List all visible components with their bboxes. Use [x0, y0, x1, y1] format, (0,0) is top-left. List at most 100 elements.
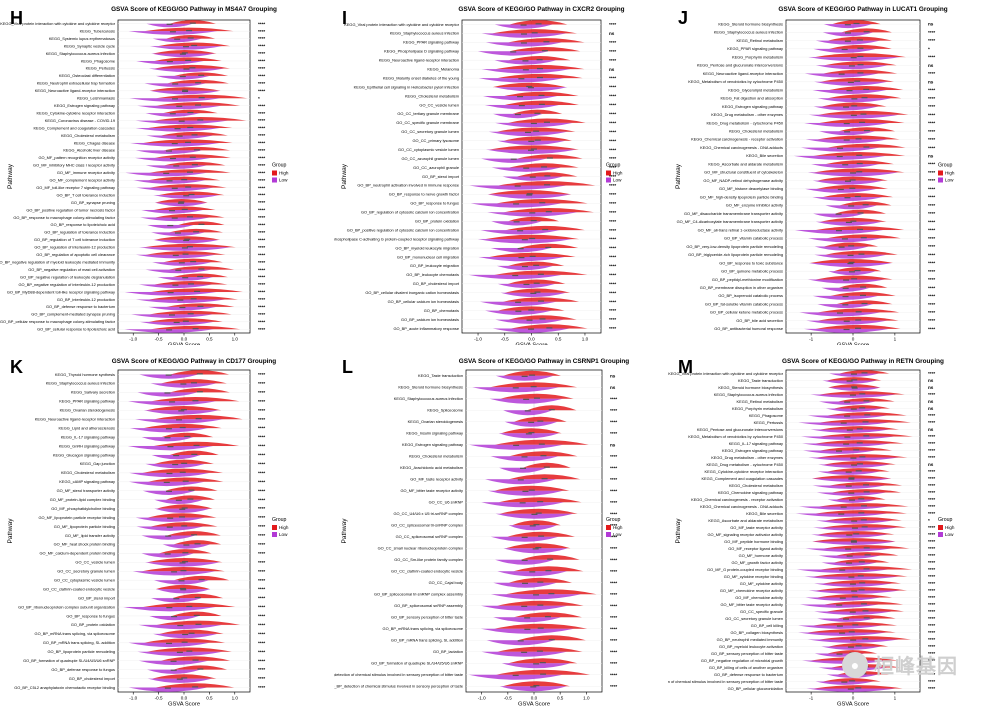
- violin-row: GO_BP_mRNA trans splicing, via spliceoso…: [35, 629, 265, 639]
- box-high: [864, 554, 871, 556]
- pathway-label: KEGG_Pertussis: [86, 66, 115, 71]
- violin-low: [502, 176, 563, 181]
- pathway-label: GO_BP_fat-soluble vitamin catabolic proc…: [705, 301, 783, 306]
- box-high: [864, 414, 871, 416]
- violin-high: [142, 468, 223, 473]
- box-high: [198, 268, 205, 270]
- violin-high: [817, 316, 899, 321]
- pathway-label: GO_BP_positive regulation of cytosolic c…: [347, 227, 459, 232]
- box-high: [538, 94, 545, 97]
- violin-high: [816, 184, 889, 189]
- violin-low: [814, 81, 888, 86]
- violin-row: KEGG_Insulin signaling pathway ****: [406, 428, 617, 439]
- violin-low: [150, 383, 217, 388]
- pathway-label: KEGG_Viral protein interaction with cyto…: [344, 22, 459, 27]
- violin-low: [828, 387, 881, 391]
- significance-label: ****: [610, 523, 617, 528]
- x-axis-label: GSVA Score: [168, 343, 200, 346]
- pathway-label: GO_BP_MyD88-dependent toll-like receptor…: [7, 289, 115, 294]
- legend-swatch-low: [938, 177, 943, 183]
- significance-label: ****: [609, 138, 616, 143]
- violin-low: [798, 422, 889, 426]
- violin-row: GO_CC_spliceosomal tri-snRNP complex ****: [391, 520, 617, 531]
- violin-high: [147, 558, 223, 563]
- box-low: [847, 646, 854, 648]
- significance-label: ****: [609, 246, 616, 251]
- significance-label: ****: [258, 479, 265, 484]
- box-low: [523, 167, 530, 169]
- violin-row: GO_BP_chemotaxis ****: [424, 306, 616, 315]
- box-high: [538, 300, 545, 302]
- pathway-label: GO_BP_positive regulation of tumor necro…: [26, 207, 115, 212]
- box-low: [176, 419, 183, 421]
- violin-low: [806, 320, 888, 325]
- violin-row: GO_BP_fat-soluble vitamin catabolic proc…: [705, 300, 935, 309]
- violin-low: [129, 98, 221, 102]
- chart-title: GSVA Score of KEGG/GO Pathway in CXCR2 G…: [458, 6, 624, 13]
- significance-label: ****: [258, 126, 265, 131]
- pathway-label: GO_MF_receptor ligand activity: [728, 546, 783, 551]
- pathway-label: GO_CC_secretory granule lumen: [57, 569, 115, 574]
- box-high: [863, 568, 870, 570]
- box-high: [528, 489, 535, 491]
- violin-low: [149, 615, 199, 621]
- box-low: [521, 375, 528, 377]
- box-high: [187, 111, 194, 114]
- box-low: [521, 559, 528, 561]
- violin-row: KEGG_Ovarian steroidogenesis ****: [60, 405, 265, 415]
- significance-label: ns: [928, 427, 934, 432]
- violin-low: [804, 122, 890, 127]
- violin-row: GO_MF_phosphatidylcholine binding ****: [51, 504, 265, 513]
- violin-low: [481, 158, 547, 163]
- violin-high: [501, 428, 562, 434]
- violin-row: KEGG_Porphyrin metabolism ****: [732, 53, 935, 62]
- box-high: [853, 449, 860, 451]
- box-high: [856, 171, 863, 173]
- box-high: [533, 282, 540, 284]
- violin-chart-l: GSVA Score of KEGG/GO Pathway in CSRNP1 …: [319, 358, 630, 708]
- box-low: [844, 131, 851, 133]
- violin-high: [503, 207, 594, 213]
- box-high: [543, 121, 550, 123]
- box-high: [855, 687, 862, 689]
- y-axis-label: Pathway: [341, 163, 348, 189]
- significance-label: ns: [609, 67, 615, 72]
- pathway-label: KEGG_GnRH signaling pathway: [59, 443, 115, 448]
- violin-high: [512, 520, 561, 526]
- violin-row: KEGG_PPAR signaling pathway *: [727, 44, 930, 53]
- significance-label: ****: [610, 580, 617, 585]
- violin-low: [481, 502, 564, 508]
- box-high: [186, 216, 193, 218]
- violin-low: [497, 140, 566, 146]
- x-tick-label: 0.5: [557, 696, 564, 701]
- violin-high: [508, 216, 560, 222]
- legend-label-high: High: [279, 171, 289, 176]
- box-high: [194, 596, 201, 599]
- significance-label: ****: [258, 614, 265, 619]
- box-high: [185, 186, 192, 188]
- box-low: [849, 394, 856, 396]
- pathway-label: KEGG_Tuberculosis: [80, 28, 115, 33]
- violin-low: [154, 508, 211, 513]
- pathway-label: KEGG_Estrogen signaling pathway: [54, 103, 115, 108]
- violin-high: [170, 370, 230, 375]
- violin-high: [149, 310, 232, 315]
- violin-high: [821, 102, 887, 107]
- box-high: [537, 273, 544, 275]
- significance-label: ****: [928, 326, 935, 331]
- violin-high: [148, 176, 221, 181]
- violin-row: KEGG_Tuberculosis ****: [80, 27, 265, 35]
- pathway-label: GO_BP_sensory perception of bitter taste: [711, 651, 783, 656]
- box-low: [845, 221, 852, 224]
- violin-high: [504, 91, 579, 97]
- box-low: [851, 464, 858, 466]
- box-high: [536, 650, 543, 652]
- pathway-label: KEGG_Metabolism of xenobiotics by cytoch…: [688, 79, 784, 84]
- significance-label: ****: [258, 141, 265, 146]
- pathway-label: KEGG_Estrogen signaling pathway: [722, 448, 783, 453]
- pathway-label: GO_BP_lactation: [433, 649, 463, 654]
- box-high: [857, 212, 864, 214]
- box-high: [182, 89, 189, 91]
- pathway-label: KEGG_Chemical carcinogenesis - DNA adduc…: [700, 504, 783, 509]
- pathway-label: KEGG_Staphylococcus aureus infection: [714, 30, 783, 35]
